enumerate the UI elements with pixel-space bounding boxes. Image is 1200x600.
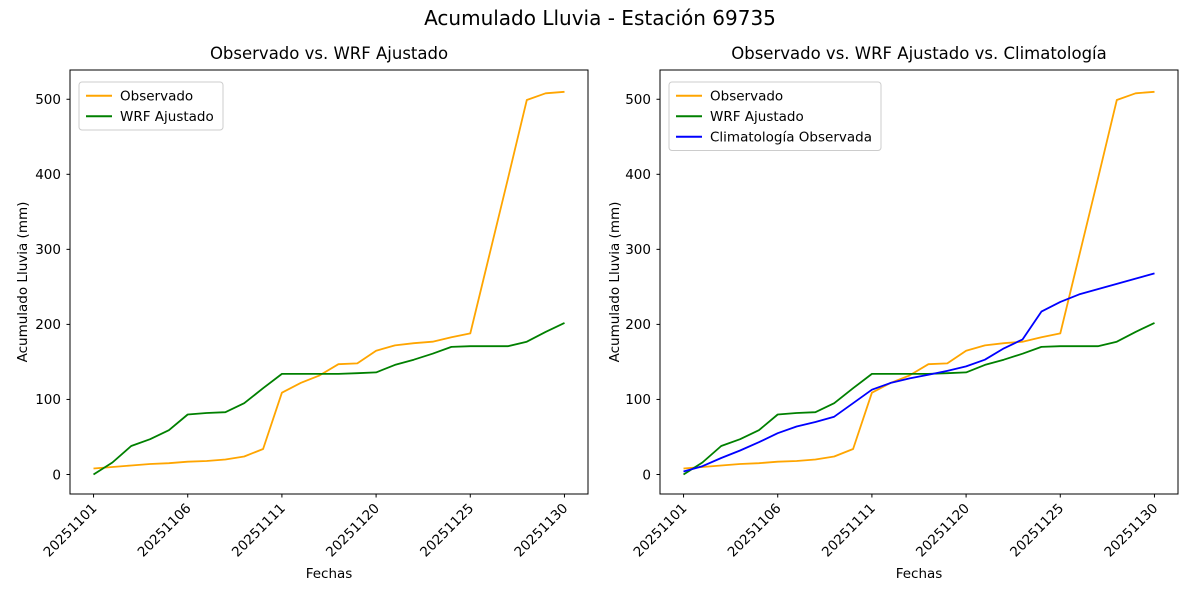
legend-label: Observado	[710, 89, 783, 105]
y-tick-label: 200	[625, 317, 651, 333]
y-tick-label: 0	[52, 467, 61, 483]
right-y-axis-label: Acumulado Lluvia (mm)	[607, 201, 623, 363]
x-tick-label: 20251106	[725, 501, 785, 561]
right-subplot-title: Observado vs. WRF Ajustado vs. Climatolo…	[731, 44, 1107, 63]
y-tick-label: 500	[35, 92, 61, 108]
series-line-wrf-ajustado	[683, 322, 1155, 476]
x-tick-label: 20251125	[1007, 501, 1067, 561]
left-subplot-title: Observado vs. WRF Ajustado	[209, 44, 449, 63]
x-tick-label: 20251125	[417, 501, 477, 561]
legend-label: Climatología Observada	[710, 130, 872, 146]
y-tick-label: 400	[35, 167, 61, 183]
x-tick-label: 20251111	[819, 501, 879, 561]
legend-label: WRF Ajustado	[120, 109, 214, 125]
x-tick-label: 20251111	[229, 501, 289, 561]
x-tick-label: 20251130	[1101, 501, 1161, 561]
x-tick-label: 20251101	[630, 501, 690, 561]
x-tick-label: 20251101	[40, 501, 100, 561]
x-tick-label: 20251120	[913, 501, 973, 561]
axes-spines	[69, 69, 589, 495]
series-line-observado	[93, 90, 565, 470]
legend-label: WRF Ajustado	[710, 109, 804, 125]
left-x-axis-label: Fechas	[305, 566, 353, 582]
y-tick-label: 100	[625, 392, 651, 408]
y-tick-label: 300	[625, 242, 651, 258]
legend-box	[78, 81, 224, 131]
y-tick-label: 0	[642, 467, 651, 483]
series-line-wrf-ajustado	[93, 322, 565, 476]
x-tick-label: 20251106	[135, 501, 195, 561]
left-y-axis-label: Acumulado Lluvia (mm)	[15, 201, 31, 363]
x-tick-label: 20251120	[323, 501, 383, 561]
right-x-axis-label: Fechas	[895, 566, 943, 582]
y-tick-label: 500	[625, 92, 651, 108]
legend-box	[668, 81, 882, 151]
x-tick-label: 20251130	[511, 501, 571, 561]
series-line-observado	[683, 90, 1155, 470]
y-tick-label: 200	[35, 317, 61, 333]
series-line-climatolog-a-observada	[683, 272, 1155, 473]
y-tick-label: 100	[35, 392, 61, 408]
figure-title: Acumulado Lluvia - Estación 69735	[424, 6, 776, 30]
axes-spines	[659, 69, 1179, 495]
y-tick-label: 300	[35, 242, 61, 258]
legend-label: Observado	[120, 89, 193, 105]
y-tick-label: 400	[625, 167, 651, 183]
